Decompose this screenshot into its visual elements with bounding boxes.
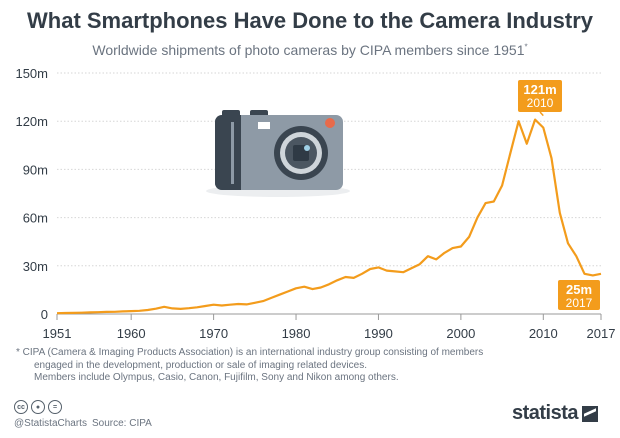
shipments-line bbox=[56, 118, 602, 315]
footnote-line-1: * CIPA (Camera & Imaging Products Associ… bbox=[16, 347, 484, 358]
annotation-year: 2010 bbox=[527, 96, 554, 110]
y-tick-label: 150m bbox=[15, 66, 48, 81]
x-tick-label: 1990 bbox=[364, 326, 393, 341]
x-tick-label: 1980 bbox=[282, 326, 311, 341]
subtitle-text: Worldwide shipments of photo cameras by … bbox=[92, 42, 525, 58]
y-tick-label: 120m bbox=[15, 114, 48, 129]
by-icon[interactable]: ● bbox=[31, 400, 45, 414]
line-chart: 0 30m 60m 90m 120m 150m 1951 1960 1970 1980 1990 2… bbox=[15, 66, 616, 341]
footnote-line-3: Members include Olympus, Casio, Canon, F… bbox=[34, 372, 399, 383]
x-tick-label: 2010 bbox=[529, 326, 558, 341]
footer: cc ● = @StatistaCharts Source: CIPA stat… bbox=[0, 394, 620, 438]
footnote-line-2: engaged in the development, production o… bbox=[34, 359, 367, 371]
page-subtitle: Worldwide shipments of photo cameras by … bbox=[0, 42, 620, 58]
annotation-leader bbox=[539, 111, 544, 117]
x-tick-label: 2000 bbox=[446, 326, 475, 341]
source-credit: Source: CIPA bbox=[92, 418, 152, 429]
y-tick-label: 0 bbox=[41, 307, 48, 322]
brand-mark-icon bbox=[582, 405, 598, 422]
x-tick-label: 1960 bbox=[117, 326, 146, 341]
subtitle-marker: * bbox=[524, 42, 528, 52]
page-title: What Smartphones Have Done to the Camera… bbox=[27, 8, 593, 33]
y-tick-label: 30m bbox=[23, 259, 48, 274]
y-tick-label: 90m bbox=[23, 162, 48, 177]
cc-icon[interactable]: cc bbox=[14, 400, 28, 414]
annotation-box bbox=[518, 80, 562, 112]
annotation-box bbox=[558, 280, 600, 310]
nd-icon[interactable]: = bbox=[48, 400, 62, 414]
annotation-value: 25m bbox=[566, 282, 592, 297]
x-tick-label: 1970 bbox=[199, 326, 228, 341]
y-axis: 0 30m 60m 90m 120m 150m bbox=[15, 66, 48, 322]
statista-logo[interactable]: statista bbox=[512, 402, 598, 425]
chart-grid bbox=[57, 72, 601, 315]
footnote: * CIPA (Camera & Imaging Products Associ… bbox=[16, 347, 576, 385]
brand-name: statista bbox=[511, 402, 579, 424]
twitter-handle[interactable]: @StatistaCharts bbox=[14, 418, 87, 429]
annotation-year: 2017 bbox=[566, 296, 593, 310]
x-tick-label: 1951 bbox=[43, 326, 72, 341]
x-tick-label: 2017 bbox=[587, 326, 616, 341]
license-icons[interactable]: cc ● = bbox=[14, 400, 62, 414]
annotation-value: 121m bbox=[523, 82, 556, 97]
x-axis: 1951 1960 1970 1980 1990 2000 2010 2017 bbox=[43, 314, 616, 341]
camera-icon bbox=[206, 110, 350, 197]
y-tick-label: 60m bbox=[23, 211, 48, 226]
